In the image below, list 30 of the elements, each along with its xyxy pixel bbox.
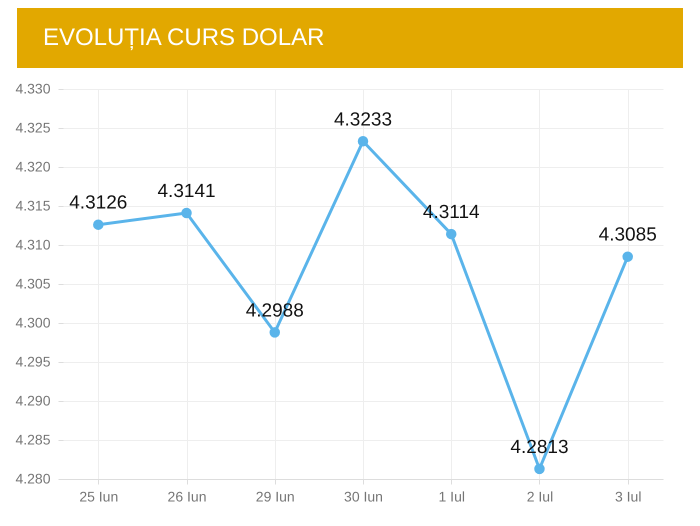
data-label: 4.3233 [334, 109, 392, 130]
chart-title: EVOLUȚIA CURS DOLAR [43, 24, 324, 52]
x-tick-label: 25 Iun [79, 488, 118, 504]
point [93, 219, 104, 230]
y-tick-label: 4.325 [15, 120, 51, 136]
data-label: 4.3085 [598, 224, 657, 246]
x-tick-label: 30 Iun [344, 488, 383, 504]
y-tick-label: 4.310 [15, 236, 51, 252]
point [534, 464, 545, 474]
y-tick-label: 4.290 [15, 392, 51, 408]
y-tick-label: 4.320 [15, 158, 51, 174]
y-tick-label: 4.315 [15, 198, 51, 214]
y-tick-label: 4.300 [15, 314, 51, 330]
x-tick-label: 29 Iun [256, 488, 295, 504]
point [270, 327, 280, 338]
point [446, 228, 456, 240]
y-tick-label: 4.295 [15, 354, 51, 370]
x-tick-label: 26 Iun [168, 488, 206, 504]
x-tick-label: 1 Iul [438, 488, 465, 504]
data-label: 4.3126 [69, 192, 128, 214]
y-tick-label: 4.285 [15, 432, 51, 448]
point [622, 251, 633, 262]
y-tick-label: 4.305 [15, 276, 51, 292]
x-tick-label: 2 Iul [526, 488, 554, 504]
y-tick-label: 4.330 [15, 80, 51, 96]
point [358, 136, 368, 146]
point [181, 208, 192, 218]
x-tick-label: 3 Iul [614, 488, 642, 504]
y-tick-label: 4.280 [15, 470, 51, 486]
data-label: 4.3141 [157, 181, 216, 202]
